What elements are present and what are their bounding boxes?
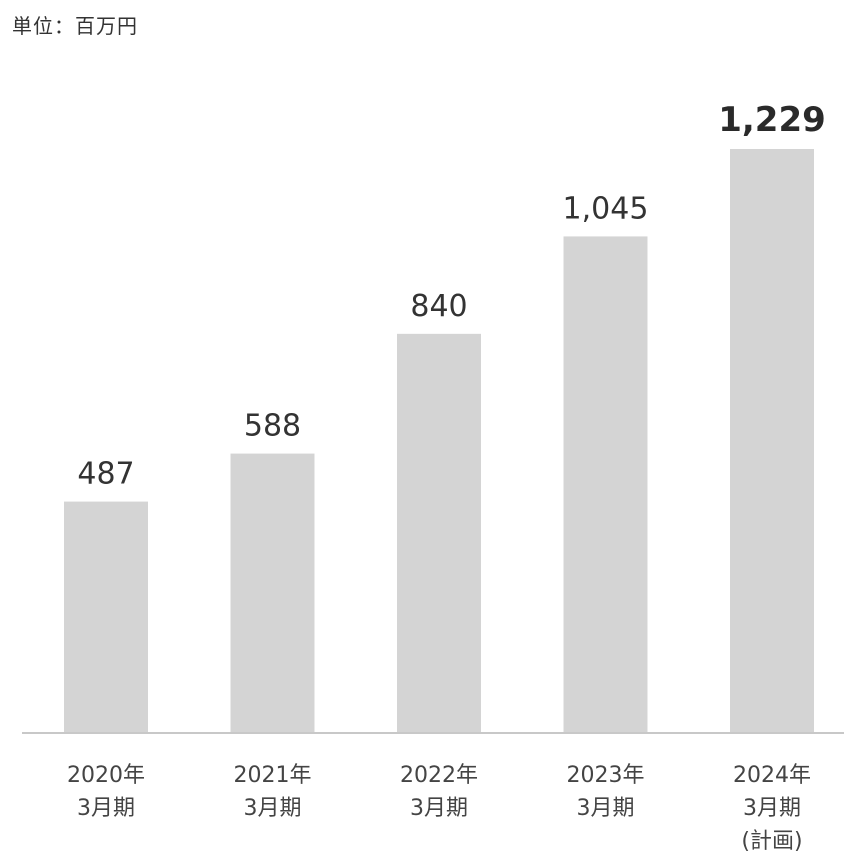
value-label-2: 840 (410, 289, 467, 324)
value-labels-group: 487 588 840 1,045 1,229 (77, 100, 825, 492)
category-label-4-line-2: (計画) (741, 829, 802, 854)
category-label-4-line-1: 3月期 (743, 796, 801, 821)
category-label-1-line-1: 3月期 (244, 796, 302, 821)
category-label-3-line-0: 2023年 (567, 763, 645, 788)
bar-1 (230, 453, 315, 733)
unit-label: 単位：百万円 (12, 14, 138, 38)
bar-2 (397, 333, 481, 733)
bar-3 (563, 236, 648, 733)
category-label-2-line-0: 2022年 (400, 763, 478, 788)
bars-group (64, 149, 814, 733)
category-labels-group: 2020年 3月期 2021年 3月期 2022年 3月期 2023年 3月期 2024年 3月期… (67, 763, 811, 854)
category-label-2-line-1: 3月期 (410, 796, 468, 821)
category-label-1-line-0: 2021年 (234, 763, 312, 788)
value-label-1: 588 (244, 409, 301, 444)
category-label-0-line-1: 3月期 (77, 796, 135, 821)
category-label-4-line-0: 2024年 (733, 763, 811, 788)
bar-4 (730, 149, 814, 733)
value-label-0: 487 (77, 457, 134, 492)
category-label-0-line-0: 2020年 (67, 763, 145, 788)
category-label-3-line-1: 3月期 (577, 796, 635, 821)
value-label-3: 1,045 (563, 191, 649, 226)
value-label-4: 1,229 (718, 100, 826, 140)
bar-0 (64, 501, 148, 733)
